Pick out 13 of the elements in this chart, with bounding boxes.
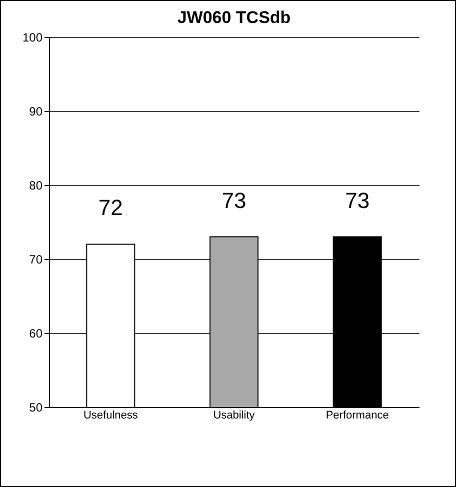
x-tick-label: Usability: [213, 410, 256, 422]
y-tick-label: 100: [22, 30, 43, 44]
y-tick-label: 90: [29, 104, 43, 118]
y-tick-label: 80: [29, 178, 43, 192]
y-tick-label: 60: [29, 326, 43, 340]
data-label: 72: [98, 195, 123, 220]
x-tick-label: Performance: [326, 410, 389, 422]
x-tick-label: Usefulness: [83, 410, 138, 422]
y-tick-label: 70: [29, 252, 43, 266]
data-label: 73: [222, 188, 246, 213]
chart-title: JW060 TCSdb: [177, 8, 291, 27]
data-label: 73: [345, 188, 370, 213]
y-tick-label: 50: [29, 400, 43, 414]
